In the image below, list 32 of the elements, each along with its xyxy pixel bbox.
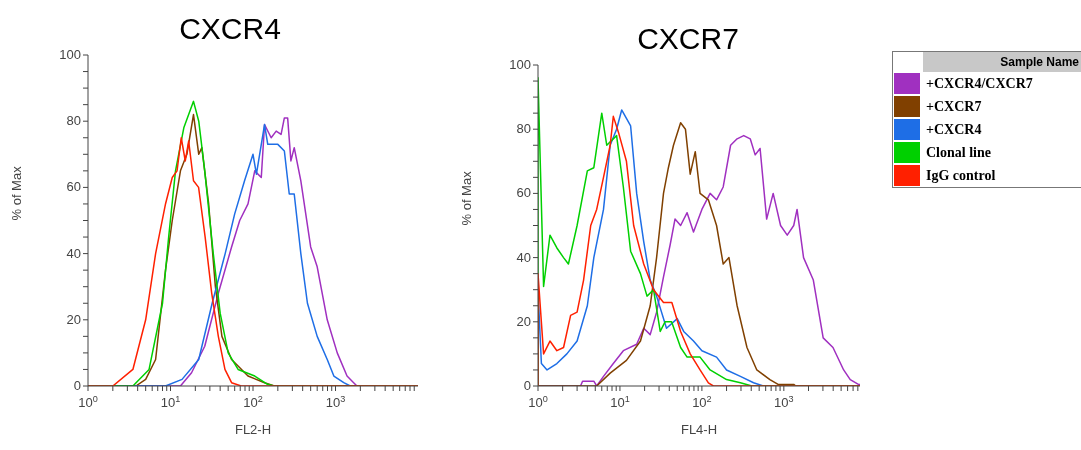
y-tick-label: 100 [509, 57, 531, 72]
x-tick-label: 10$^{0}$ [78, 394, 98, 410]
x-tick-label: 10$^{3}$ [774, 394, 794, 410]
y-tick-label: 80 [66, 113, 81, 129]
y-tick-label: 40 [516, 249, 531, 265]
legend-label: +CXCR7 [926, 98, 982, 115]
legend-label: IgG control [926, 167, 996, 184]
legend-label: +CXCR4/CXCR7 [926, 75, 1033, 92]
x-axis-title: FL2-H [234, 422, 272, 437]
y-tick-label: 60 [66, 179, 81, 195]
x-tick-label: 10$^{2}$ [243, 394, 263, 410]
y-tick-label: 40 [66, 245, 81, 261]
x-tick-label: 10$^{0}$ [528, 394, 548, 410]
y-tick-label: 0 [73, 378, 81, 393]
y-tick-label: 20 [516, 313, 531, 329]
x-tick-label: 10$^{1}$ [610, 394, 630, 410]
y-axis-title: % of Max [458, 170, 474, 226]
y-tick-label: 0 [523, 378, 531, 393]
y-axis-title: % of Max [8, 165, 24, 221]
legend-label: Clonal line [926, 144, 991, 161]
x-axis-title: FL4-H [680, 422, 718, 437]
x-tick-label: 10$^{2}$ [692, 394, 712, 410]
y-tick-label: 60 [516, 185, 531, 201]
chart-title: CXCR7 [636, 22, 740, 56]
x-tick-label: 10$^{1}$ [160, 394, 181, 410]
chart-title: CXCR4 [178, 12, 282, 46]
y-tick-label: 80 [516, 121, 531, 137]
y-tick-label: 20 [66, 311, 81, 327]
x-tick-label: 10$^{3}$ [325, 394, 346, 410]
legend-label: +CXCR4 [926, 121, 982, 138]
legend-title: Sample Name [923, 52, 1081, 72]
y-tick-label: 100 [59, 47, 81, 62]
